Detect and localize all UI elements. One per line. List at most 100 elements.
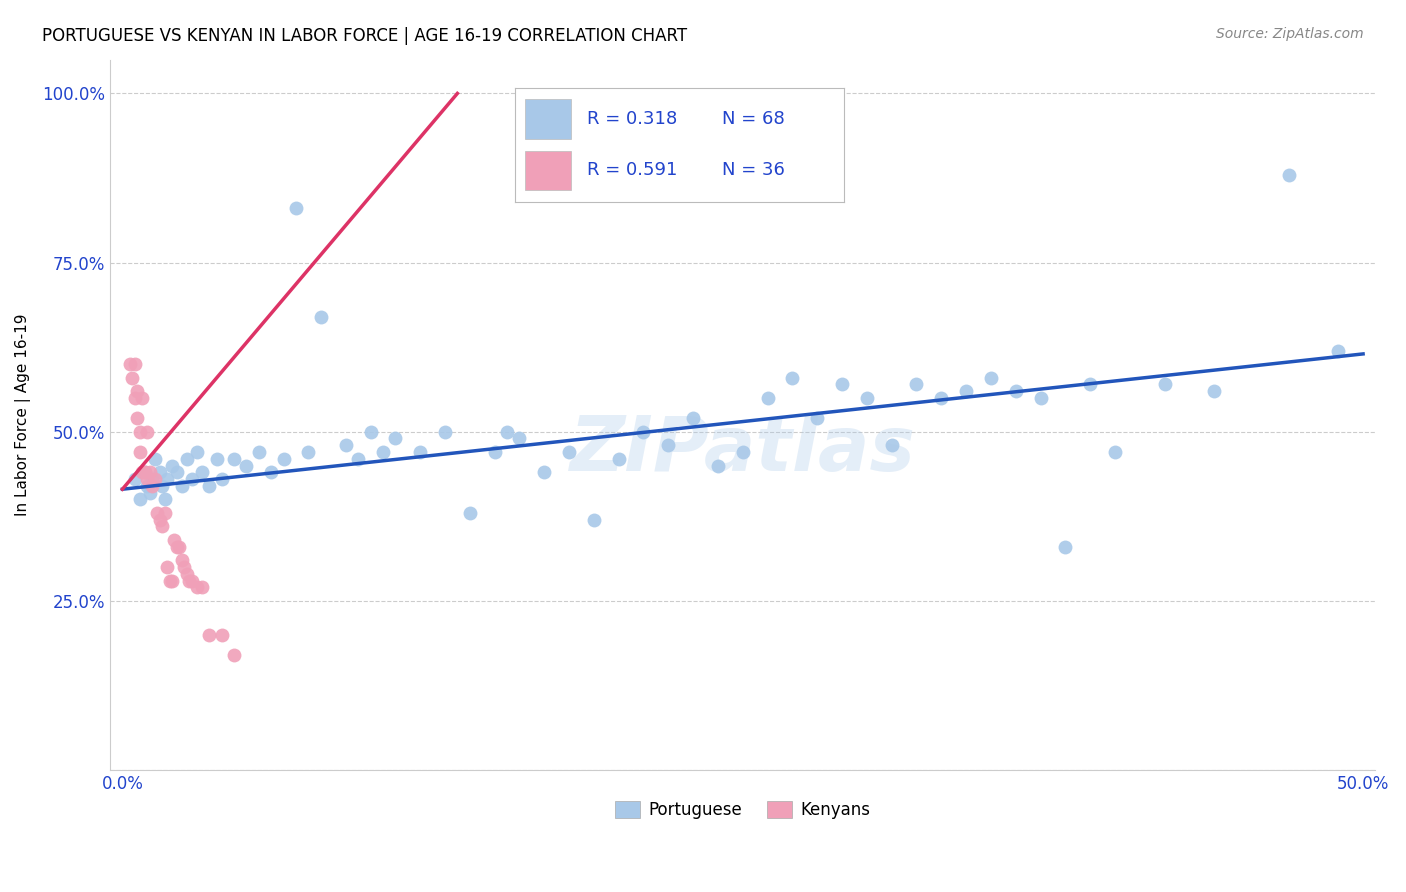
Point [235, 458, 257, 473]
Point [1054, 540, 1077, 554]
Point [633, 425, 655, 439]
Point [186, 580, 208, 594]
Point [1153, 377, 1175, 392]
Point [205, 451, 228, 466]
Point [173, 560, 195, 574]
Point [285, 202, 308, 216]
Point [176, 451, 198, 466]
Point [508, 432, 530, 446]
Point [136, 425, 159, 439]
Point [138, 465, 160, 479]
Point [163, 533, 186, 547]
Point [782, 370, 804, 384]
Point [1278, 168, 1301, 182]
Point [118, 357, 141, 371]
Point [149, 513, 172, 527]
Point [149, 465, 172, 479]
Point [756, 391, 779, 405]
Point [905, 377, 928, 392]
Point [169, 540, 191, 554]
Point [159, 574, 181, 588]
Point [731, 445, 754, 459]
Point [409, 445, 432, 459]
Y-axis label: In Labor Force | Age 16-19: In Labor Force | Age 16-19 [15, 314, 31, 516]
Text: PORTUGUESE VS KENYAN IN LABOR FORCE | AGE 16-19 CORRELATION CHART: PORTUGUESE VS KENYAN IN LABOR FORCE | AG… [42, 27, 688, 45]
Point [143, 472, 166, 486]
Point [150, 479, 173, 493]
Point [1204, 384, 1226, 398]
Point [707, 458, 730, 473]
Point [831, 377, 853, 392]
Point [929, 391, 952, 405]
Point [146, 506, 169, 520]
Point [150, 519, 173, 533]
Point [856, 391, 879, 405]
Point [124, 472, 146, 486]
Point [347, 451, 370, 466]
Point [180, 574, 202, 588]
Point [955, 384, 977, 398]
Point [484, 445, 506, 459]
Point [136, 472, 159, 486]
Point [384, 432, 406, 446]
Point [170, 553, 193, 567]
Point [222, 648, 245, 662]
Point [191, 465, 214, 479]
Point [335, 438, 357, 452]
Point [607, 451, 630, 466]
Point [458, 506, 481, 520]
Point [1104, 445, 1126, 459]
Point [143, 451, 166, 466]
Point [131, 391, 153, 405]
Point [1029, 391, 1052, 405]
Point [121, 370, 143, 384]
Point [127, 384, 149, 398]
Point [128, 492, 150, 507]
Point [558, 445, 581, 459]
Point [1327, 343, 1350, 358]
Point [134, 465, 156, 479]
Point [156, 472, 179, 486]
Text: ZIPatlas: ZIPatlas [569, 413, 915, 487]
Point [371, 445, 394, 459]
Point [153, 506, 176, 520]
Point [880, 438, 903, 452]
Point [1078, 377, 1101, 392]
Point [309, 310, 332, 324]
Point [128, 425, 150, 439]
Point [222, 451, 245, 466]
Point [247, 445, 270, 459]
Point [433, 425, 456, 439]
Point [980, 370, 1002, 384]
Point [198, 628, 221, 642]
Point [179, 574, 201, 588]
Point [124, 357, 146, 371]
Point [138, 485, 160, 500]
Point [170, 479, 193, 493]
Point [153, 492, 176, 507]
Point [1004, 384, 1026, 398]
Point [124, 391, 146, 405]
Point [211, 628, 233, 642]
Point [211, 472, 233, 486]
Point [297, 445, 319, 459]
Point [141, 472, 163, 486]
Point [156, 560, 179, 574]
Point [186, 445, 208, 459]
Point [191, 580, 214, 594]
Legend: Portuguese, Kenyans: Portuguese, Kenyans [609, 794, 877, 826]
Point [582, 513, 605, 527]
Point [260, 465, 283, 479]
Point [198, 479, 221, 493]
Point [127, 411, 149, 425]
Point [141, 479, 163, 493]
Point [166, 540, 188, 554]
Point [806, 411, 828, 425]
Point [166, 465, 188, 479]
Point [131, 465, 153, 479]
Point [360, 425, 382, 439]
Text: Source: ZipAtlas.com: Source: ZipAtlas.com [1216, 27, 1364, 41]
Point [176, 566, 198, 581]
Point [134, 465, 156, 479]
Point [533, 465, 555, 479]
